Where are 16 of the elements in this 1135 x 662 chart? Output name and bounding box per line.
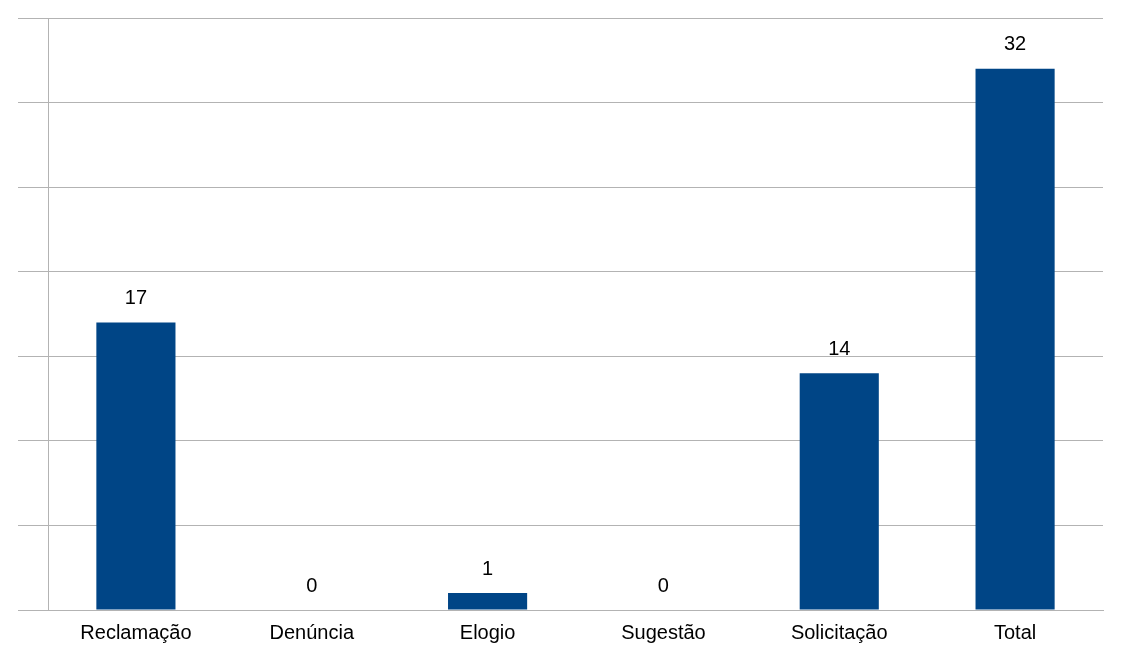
data-label: 0 — [657, 573, 669, 596]
x-tick-label: Elogio — [459, 620, 516, 643]
x-tick-label: Sugestão — [621, 620, 706, 643]
data-label: 0 — [306, 573, 318, 596]
bar — [975, 68, 1055, 610]
x-tick-label: Solicitação — [790, 620, 888, 643]
data-label: 17 — [124, 285, 148, 308]
x-tick-label: Total — [993, 620, 1037, 643]
data-label: 32 — [1003, 32, 1027, 55]
x-tick-label: Reclamação — [80, 620, 192, 643]
bar — [96, 322, 176, 610]
data-label: 1 — [482, 556, 494, 579]
bar — [799, 373, 879, 610]
data-label: 14 — [828, 336, 851, 359]
bar — [448, 593, 528, 610]
x-tick-label: Denúncia — [269, 620, 355, 643]
